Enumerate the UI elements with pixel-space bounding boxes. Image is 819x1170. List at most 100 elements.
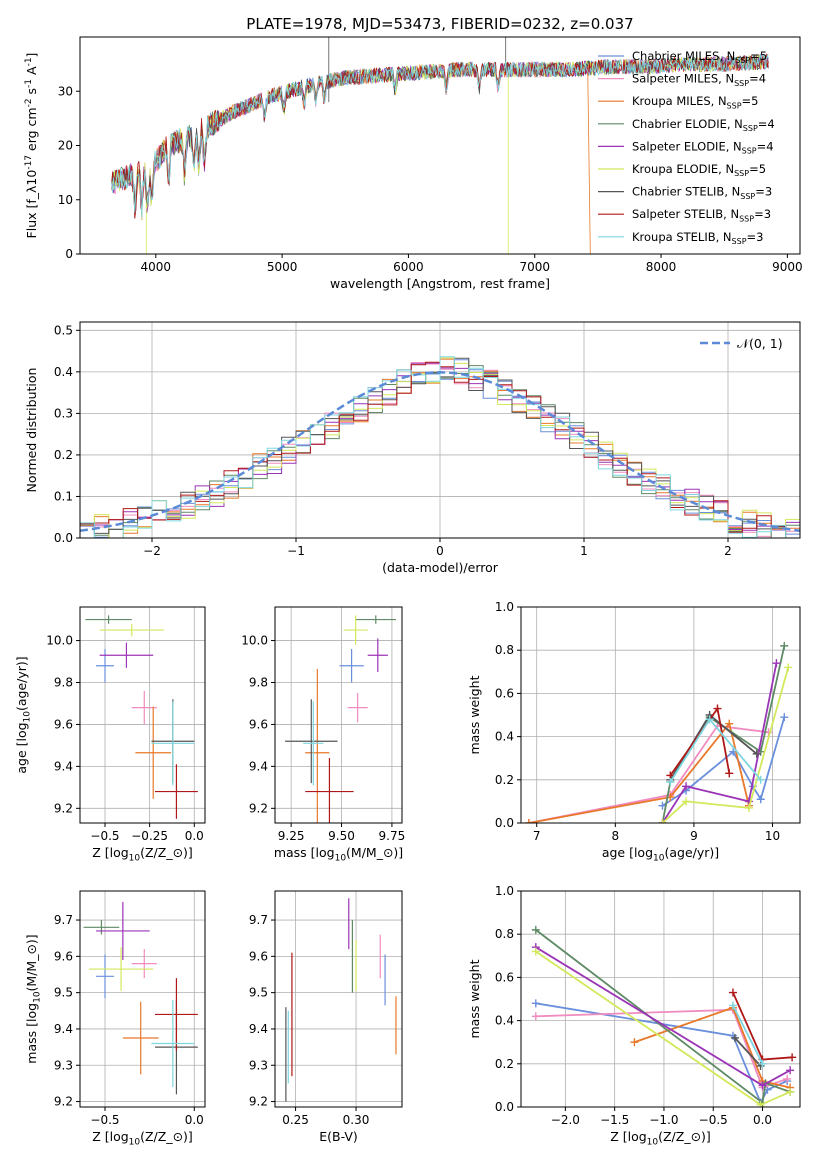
y-tick-label: 0.0 [54, 531, 73, 545]
y-tick-label: 10 [58, 193, 73, 207]
y-tick-label: 1.0 [495, 884, 514, 898]
plot-area [80, 356, 800, 538]
legend-entry: Chabrier STELIB, NSSP​=3 [632, 185, 772, 201]
axes-frame: −2.0 −1.5 −1.0 −0.5 0.0 0.0 0.2 0.4 0.6 0.8 1.0 Z [… [467, 884, 801, 1148]
y-tick-label: 0.3 [54, 406, 73, 420]
x-tick-label: 0 [436, 544, 444, 558]
x-tick-label: −0.5 [90, 829, 119, 843]
x-tick-label: 0.0 [185, 1113, 204, 1127]
x-tick-label: 9.25 [278, 829, 305, 843]
x-tick-label: −2.0 [551, 1113, 580, 1127]
weight-point-marker [705, 715, 714, 724]
weight-point-marker [666, 777, 675, 786]
weight-series-line [535, 946, 791, 1087]
y-tick-label: 0.8 [495, 643, 514, 657]
weight-point-marker [713, 704, 722, 713]
chart-spectrum: 4000 5000 6000 7000 8000 9000 0 10 20 30 wavelengt… [24, 36, 803, 291]
weight-point-marker [786, 1066, 795, 1075]
chart-age-vs-Z: −0.5 −0.25 0.0 9.2 9.4 9.6 9.8 10.0 Z [log10​(Z/… [14, 606, 206, 864]
y-tick-label: 0.4 [54, 365, 73, 379]
legend-entry: Chabrier ELODIE, NSSP​=4 [632, 117, 775, 133]
weight-point-marker [780, 713, 789, 722]
plot-area [85, 615, 198, 819]
y-tick-label: 0.8 [495, 927, 514, 941]
weight-point-marker [682, 797, 691, 806]
y-tick-label: 0.2 [54, 448, 73, 462]
weight-point-marker [756, 795, 765, 804]
weight-point-marker [752, 749, 761, 758]
y-tick-label: 9.5 [54, 986, 73, 1000]
x-axis-label: (data-model)/error [382, 560, 499, 575]
y-axis-label: mass weight [467, 959, 482, 1038]
y-tick-label: 9.6 [54, 949, 73, 963]
y-tick-label: 9.2 [249, 1095, 268, 1109]
chart-age-vs-mass: 9.25 9.50 9.75 9.2 9.4 9.6 9.8 10.0 mass [log10​… [241, 606, 406, 864]
y-tick-label: 1.0 [495, 600, 514, 614]
gaussian-curve [80, 371, 800, 532]
axes-frame: 0.25 0.30 9.2 9.3 9.4 9.5 9.6 9.7 E(B-V) [249, 890, 403, 1144]
weight-point-marker [730, 1033, 739, 1042]
x-tick-label: −2 [143, 544, 161, 558]
x-axis-label: E(B-V) [319, 1129, 358, 1144]
x-tick-label: −1.0 [649, 1113, 678, 1127]
weight-point-marker [725, 719, 734, 728]
weight-series-line [734, 1037, 762, 1067]
y-tick-label: 0.5 [54, 323, 73, 337]
y-tick-label: 9.6 [54, 717, 73, 731]
axes-frame: −0.5 −0.25 0.0 9.2 9.4 9.6 9.8 10.0 Z [log10​(Z/… [14, 606, 206, 864]
x-tick-label: −1 [287, 544, 305, 558]
weight-point-marker [728, 988, 737, 997]
x-tick-label: 9 [690, 829, 698, 843]
weight-point-marker [524, 819, 533, 823]
spectrum-series-line [111, 54, 769, 218]
weight-point-marker [531, 925, 540, 934]
x-tick-label: 8 [611, 829, 619, 843]
weight-point-marker [630, 1038, 639, 1047]
chart-weight-vs-Z: −2.0 −1.5 −1.0 −0.5 0.0 0.0 0.2 0.4 0.6 0.8 1.0 Z [… [467, 884, 801, 1148]
weight-series-line [528, 721, 750, 823]
figure-title: PLATE=1978, MJD=53473, FIBERID=0232, z=0… [246, 15, 633, 33]
weight-point-marker [784, 663, 793, 672]
weight-point-marker [531, 999, 540, 1008]
axes-frame: 4000 5000 6000 7000 8000 9000 0 10 20 30 wavelengt… [24, 36, 803, 291]
histogram-steps [80, 356, 800, 538]
x-tick-label: −1.5 [600, 1113, 629, 1127]
y-tick-label: 0.0 [495, 1100, 514, 1114]
y-axis-label: mass weight [467, 675, 482, 754]
plot-area [531, 925, 797, 1107]
axes-border [274, 606, 403, 824]
y-tick-label: 0 [65, 247, 73, 261]
y-tick-label: 9.2 [54, 801, 73, 815]
x-tick-label: 4000 [141, 260, 172, 274]
x-tick-label: 9.75 [379, 829, 406, 843]
weight-series-line [535, 929, 791, 1105]
legend: Chabrier MILES, NSSP​=5 Salpeter MILES, N… [598, 49, 775, 246]
weight-point-marker [682, 782, 691, 791]
weight-point-marker [786, 1087, 795, 1096]
y-tick-label: 20 [58, 139, 73, 153]
x-tick-label: 0.25 [282, 1113, 309, 1127]
chart-weight-vs-age: 7 8 9 10 0.0 0.2 0.4 0.6 0.8 1.0 age [log10​(age/y… [467, 600, 801, 864]
plot-area [111, 37, 769, 254]
weight-point-marker [658, 819, 667, 823]
axes-border [79, 606, 206, 824]
y-axis-label: Normed distribution [24, 368, 39, 493]
y-tick-label: 9.4 [54, 759, 73, 773]
y-axis-label: age [log10​(age/yr)] [14, 656, 33, 773]
y-tick-label: 0.6 [495, 686, 514, 700]
y-tick-label: 0.2 [495, 773, 514, 787]
axes-frame: −0.5 0.0 9.2 9.3 9.4 9.5 9.6 9.7 Z [log10​(Z/Z_⊙… [24, 890, 206, 1148]
x-axis-label: Z [log10​(Z/Z_⊙)] [610, 1129, 711, 1148]
y-tick-label: 0.6 [495, 970, 514, 984]
x-tick-label: 2 [724, 544, 732, 558]
chart-mass-vs-EBV: 0.25 0.30 9.2 9.3 9.4 9.5 9.6 9.7 E(B-V) [249, 890, 403, 1144]
x-tick-label: −0.5 [699, 1113, 728, 1127]
x-tick-label: 0.0 [185, 829, 204, 843]
plot-area [83, 901, 198, 1095]
y-tick-label: 0.0 [495, 816, 514, 830]
axes-frame: 9.25 9.50 9.75 9.2 9.4 9.6 9.8 10.0 mass [log10​… [241, 606, 406, 864]
x-tick-label: −0.5 [90, 1113, 119, 1127]
chart-mass-vs-Z: −0.5 0.0 9.2 9.3 9.4 9.5 9.6 9.7 Z [log10​(Z/Z_⊙… [24, 890, 206, 1148]
y-tick-label: 9.6 [249, 949, 268, 963]
x-tick-label: 0.0 [753, 1113, 772, 1127]
